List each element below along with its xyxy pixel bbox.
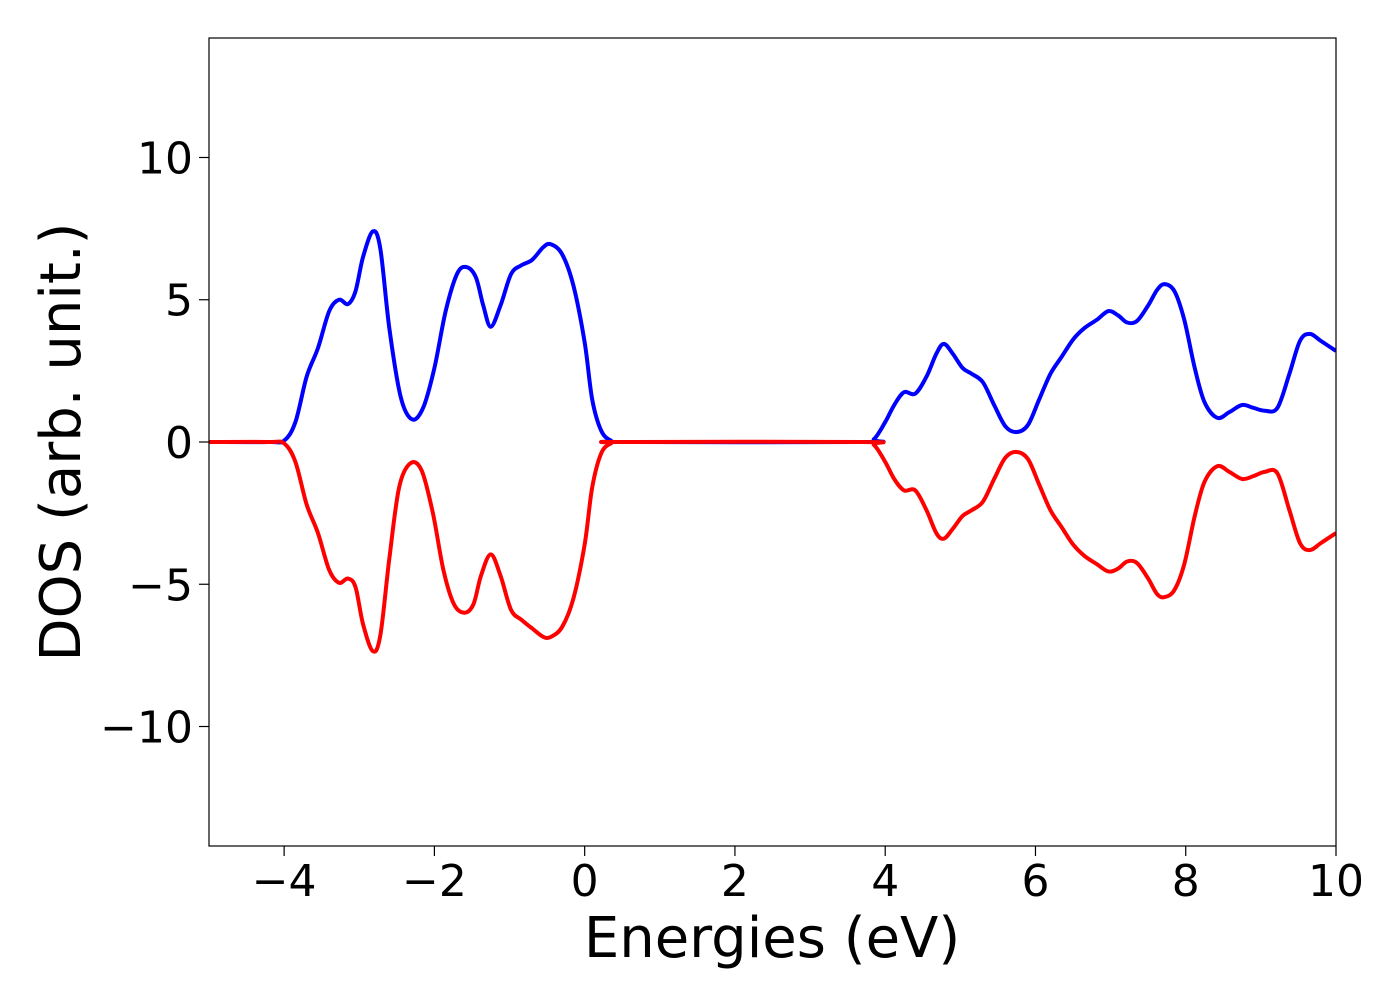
series-line-spin-up	[209, 229, 1336, 445]
y-tick-label: 0	[165, 418, 193, 469]
x-tick-label: 6	[1021, 856, 1049, 907]
y-tick-label: 10	[137, 133, 193, 184]
y-tick-label: −10	[100, 703, 193, 754]
x-tick-label: 8	[1172, 856, 1200, 907]
x-tick-label: 10	[1308, 856, 1364, 907]
y-tick-label: −5	[128, 560, 193, 611]
x-axis-label: Energies (eV)	[584, 906, 960, 971]
x-tick-label: −2	[402, 856, 467, 907]
x-tick-label: −4	[252, 856, 317, 907]
series-line-spin-down	[209, 439, 1336, 654]
y-axis-label: DOS (arb. unit.)	[29, 222, 94, 661]
x-tick-label: 4	[871, 856, 899, 907]
x-axis-ticks: −4 −2 0 2 4 6 8 10	[252, 846, 1364, 907]
plot-lines	[209, 229, 1336, 654]
x-tick-label: 0	[571, 856, 599, 907]
x-tick-label: 2	[721, 856, 749, 907]
y-tick-label: 5	[165, 276, 193, 327]
y-axis-ticks: 10 5 0 −5 −10	[100, 133, 209, 754]
